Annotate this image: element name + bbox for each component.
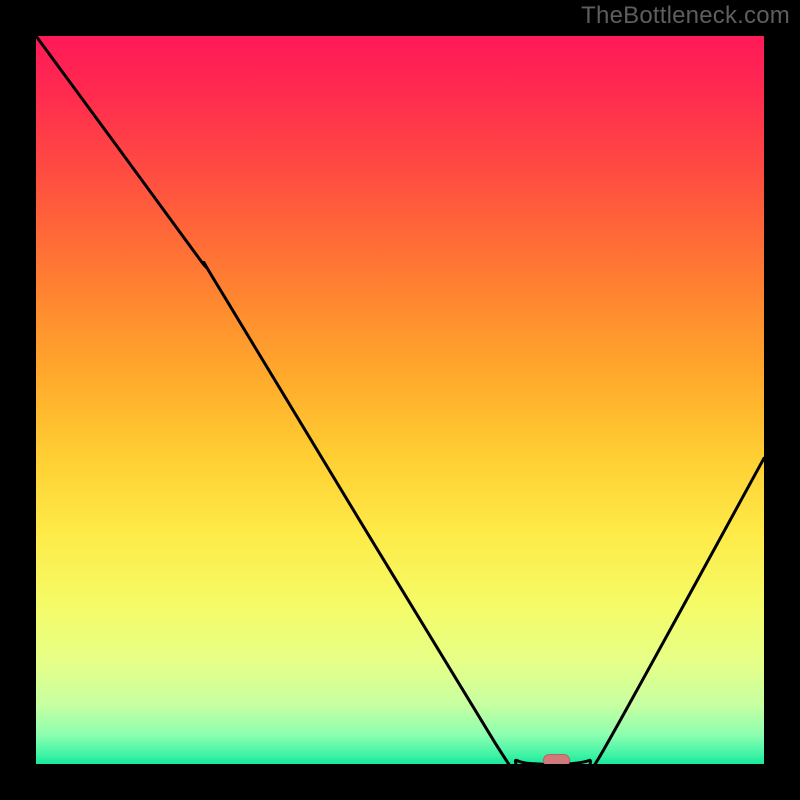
watermark-text: TheBottleneck.com bbox=[581, 2, 790, 30]
optimal-point-marker bbox=[543, 755, 569, 764]
plot-svg bbox=[36, 36, 764, 764]
plot-area bbox=[36, 36, 764, 764]
chart-frame: TheBottleneck.com bbox=[0, 0, 800, 800]
